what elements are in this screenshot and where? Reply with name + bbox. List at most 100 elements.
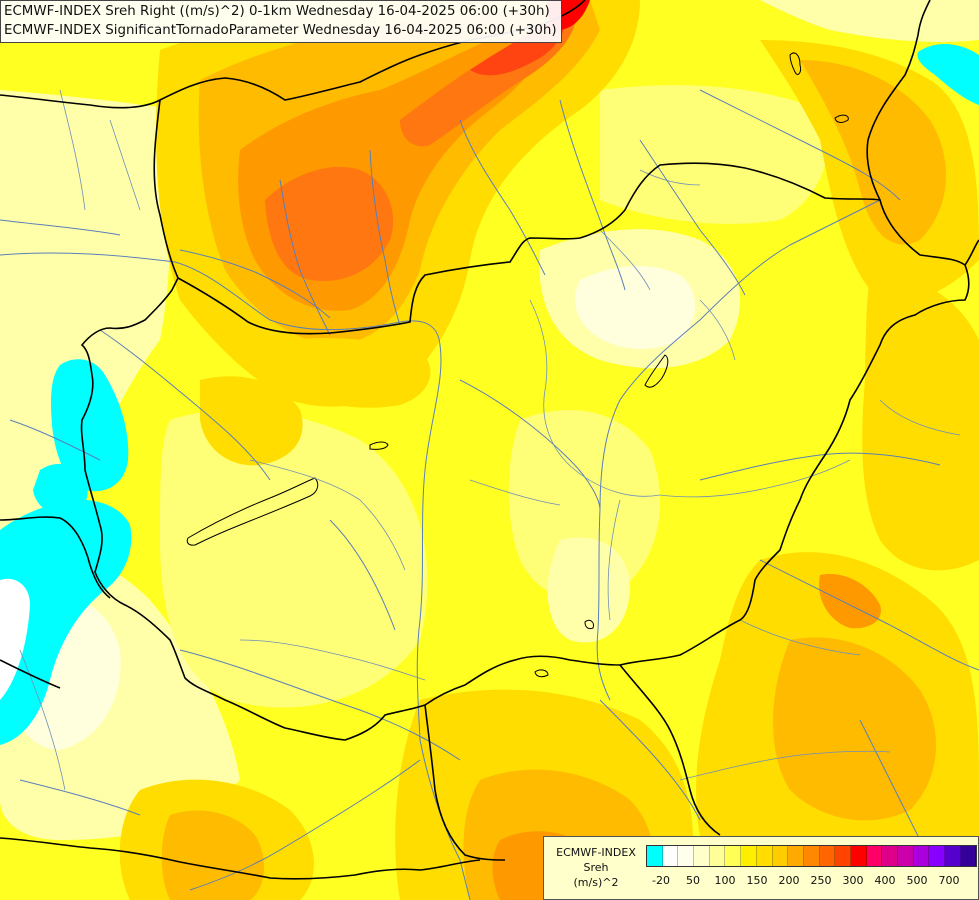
river-east-1 xyxy=(759,559,979,671)
river-southwest-3 xyxy=(19,779,141,816)
admin-border-3 xyxy=(659,459,851,498)
legend-tick-8: 500 xyxy=(906,874,928,887)
river-north-2 xyxy=(369,149,401,326)
legend-tick-5: 250 xyxy=(810,874,832,887)
river-north-3 xyxy=(459,119,546,276)
admin-border-4 xyxy=(469,479,561,506)
legend-swatch-13 xyxy=(850,846,867,866)
admin-border-7 xyxy=(599,229,651,291)
legend-swatch-2 xyxy=(678,846,695,866)
field-northeast-amber xyxy=(800,60,947,245)
lake-balaton xyxy=(186,477,319,546)
legend-swatch-14 xyxy=(866,846,883,866)
title-line-2: ECMWF-INDEX SignificantTornadoParameter … xyxy=(4,23,557,38)
admin-border-2 xyxy=(607,499,621,621)
field-northeast-cyan xyxy=(917,44,979,105)
admin-border-5 xyxy=(249,459,406,571)
admin-border-11 xyxy=(739,619,861,656)
admin-border-12 xyxy=(109,119,141,211)
field-north-strip-gold xyxy=(284,338,431,408)
river-south-1 xyxy=(599,699,701,821)
legend-tick-7: 400 xyxy=(874,874,896,887)
title-line-1: ECMWF-INDEX Sreh Right ((m/s)^2) 0-1km W… xyxy=(4,4,550,19)
legend-swatch-11 xyxy=(819,846,836,866)
legend-caption-line-2: Sreh xyxy=(583,861,609,874)
river-drava xyxy=(179,649,461,761)
lake-small-3 xyxy=(834,114,849,123)
border-southwest xyxy=(0,516,111,599)
field-central-pale xyxy=(160,409,428,708)
legend-tick-0: -20 xyxy=(652,874,670,887)
legend-swatch-8 xyxy=(772,846,789,866)
legend-tick-9: 700 xyxy=(938,874,960,887)
legend-swatch-17 xyxy=(913,846,930,866)
legend-swatch-9 xyxy=(788,846,804,866)
river-danube xyxy=(0,252,471,900)
river-south-2 xyxy=(189,759,421,891)
border-romania-south xyxy=(619,664,721,836)
legend-swatch-19 xyxy=(945,846,961,866)
field-west-white-edge xyxy=(0,578,30,700)
admin-border-8 xyxy=(699,299,736,361)
field-west-cyan-bridge xyxy=(33,463,88,516)
legend-swatch-1 xyxy=(662,846,679,866)
legend-swatch-3 xyxy=(694,846,710,866)
border-east-ukraine xyxy=(964,239,979,266)
admin-border-9 xyxy=(639,169,701,186)
legend-tick-labels: -20 50 100 150 200 250 300 400 500 700 xyxy=(646,874,976,888)
river-north-4 xyxy=(559,99,626,291)
border-serbia xyxy=(424,704,506,861)
river-west-1 xyxy=(0,219,121,236)
legend-swatch-7 xyxy=(756,846,773,866)
legend-swatch-10 xyxy=(803,846,820,866)
admin-border-14 xyxy=(19,649,66,791)
field-north-strip-pale xyxy=(600,85,828,224)
border-austria-south xyxy=(0,659,61,689)
legend-tick-6: 300 xyxy=(842,874,864,887)
admin-border-1 xyxy=(529,299,661,497)
river-northeast-1 xyxy=(639,139,746,296)
admin-border-10 xyxy=(879,399,961,436)
legend-swatch-15 xyxy=(882,846,898,866)
legend-swatch-12 xyxy=(835,846,851,866)
legend-caption-line-3: (m/s)^2 xyxy=(573,876,619,889)
river-east-2 xyxy=(699,452,941,481)
lake-small-2 xyxy=(789,52,801,75)
lake-small-1 xyxy=(369,441,389,450)
lake-small-6 xyxy=(644,354,669,388)
legend-tick-4: 200 xyxy=(778,874,800,887)
field-east-gold xyxy=(862,278,979,571)
field-southeast-orange xyxy=(819,574,881,629)
legend-swatch-4 xyxy=(709,846,726,866)
border-croatia xyxy=(0,837,481,880)
field-central-east-pale xyxy=(508,410,660,600)
legend-swatch-20 xyxy=(960,846,977,866)
field-southeast-amber xyxy=(773,637,937,821)
river-center-2 xyxy=(329,519,396,631)
legend-color-scale xyxy=(646,845,978,867)
lake-small-5 xyxy=(584,619,594,630)
admin-border-6 xyxy=(239,639,426,681)
legend-swatch-18 xyxy=(929,846,946,866)
legend-caption: ECMWF-INDEX Sreh (m/s)^2 xyxy=(548,845,644,890)
river-northeast-2 xyxy=(699,89,901,201)
river-northwest xyxy=(179,249,331,319)
river-north-1 xyxy=(279,179,331,336)
field-southwest-amber xyxy=(161,810,265,900)
legend-swatch-5 xyxy=(725,846,742,866)
river-raba xyxy=(99,329,271,481)
legend-tick-1: 50 xyxy=(686,874,700,887)
legend-swatch-6 xyxy=(741,846,757,866)
admin-border-13 xyxy=(59,89,86,211)
river-center-1 xyxy=(459,379,601,511)
legend-tick-2: 100 xyxy=(714,874,736,887)
field-west-gold xyxy=(200,376,303,466)
river-east-3 xyxy=(859,719,921,841)
river-west-2 xyxy=(9,419,101,461)
map-title-box: ECMWF-INDEX Sreh Right ((m/s)^2) 0-1km W… xyxy=(0,0,562,43)
rivers xyxy=(0,89,979,900)
lake-small-4 xyxy=(534,669,549,678)
legend-swatch-16 xyxy=(898,846,914,866)
